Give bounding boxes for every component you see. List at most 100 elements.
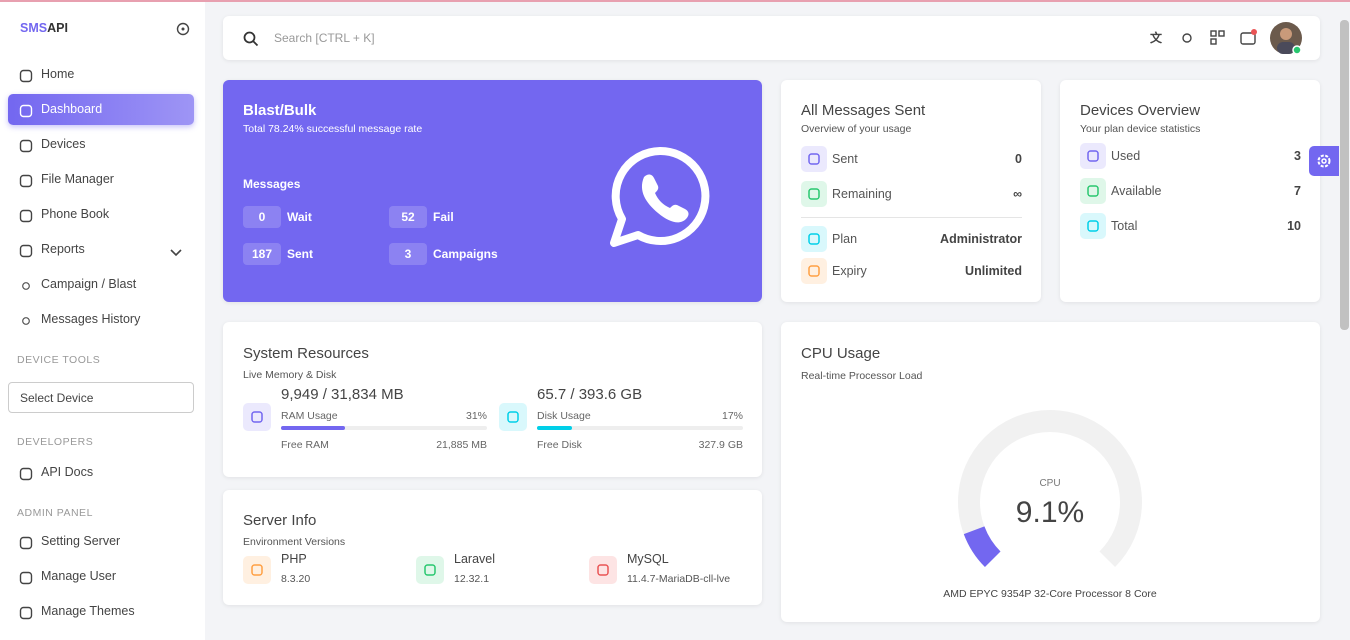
search-icon[interactable] (243, 31, 259, 47)
icon (801, 146, 827, 172)
nav-icon (19, 606, 33, 620)
nav-icon (19, 174, 33, 188)
gauge-label: CPU (1039, 478, 1061, 489)
icon (801, 226, 827, 252)
chevron (170, 249, 182, 257)
blast-card: Blast/Bulk Total 78.24% successful messa… (223, 80, 762, 302)
device-select[interactable]: Select Device (8, 382, 194, 413)
server-name: PHP (281, 552, 307, 566)
nav-icon (19, 104, 33, 118)
stat-label: Wait (287, 210, 312, 224)
icon-glyph (808, 188, 820, 200)
icon-glyph (597, 564, 609, 576)
nav-glyph (19, 69, 33, 83)
card-title: System Resources (243, 345, 369, 362)
usage-percent: 17% (721, 410, 743, 422)
card-subtitle: Real-time Processor Load (801, 370, 923, 382)
server-name: Laravel (454, 552, 495, 566)
divider (801, 217, 1022, 218)
stat-value: 0 (243, 206, 281, 228)
server-version: 11.4.7-MariaDB-cll-lve (627, 573, 731, 585)
stat-value: 187 (243, 243, 281, 265)
icon-glyph (1087, 150, 1099, 162)
collapse-toggle[interactable] (176, 22, 190, 36)
icon-glyph (507, 411, 519, 423)
icon (801, 181, 827, 207)
icon (1080, 143, 1106, 169)
all-messages-card: All Messages Sent Overview of your usage… (781, 80, 1041, 302)
nav-item[interactable]: Manage User (41, 569, 117, 583)
nav-glyph (19, 571, 33, 585)
progress-track (281, 426, 487, 430)
row-value: 3 (1294, 149, 1301, 163)
notifications[interactable] (1239, 28, 1259, 48)
icon (243, 556, 271, 584)
whatsapp-logo (610, 146, 710, 247)
nav-item[interactable]: Messages History (41, 312, 141, 326)
customizer-button[interactable] (1309, 146, 1339, 176)
card-title: Devices Overview (1080, 102, 1201, 119)
search-input[interactable]: Search [CTRL + K] (274, 31, 375, 45)
nav-glyph (19, 467, 33, 481)
brand-prefix: SMS (20, 21, 48, 35)
nav-item[interactable]: Phone Book (41, 207, 110, 221)
gauge-track (958, 410, 1142, 568)
processor-name: AMD EPYC 9354P 32-Core Processor 8 Core (943, 588, 1157, 600)
nav-item[interactable]: Campaign / Blast (41, 277, 137, 291)
stat-value: 52 (389, 206, 427, 228)
icon-glyph (251, 411, 263, 423)
header-icons[interactable]: 文 (1148, 28, 1238, 48)
expand-chevron (170, 245, 182, 263)
nav-icon (19, 536, 33, 550)
card-title: Server Info (243, 512, 317, 529)
row-value: 0 (1015, 152, 1022, 166)
system-resources-card: System Resources Live Memory & Disk 9,94… (223, 322, 762, 477)
icon (589, 556, 617, 584)
devices-overview-card: Devices Overview Your plan device statis… (1060, 80, 1320, 302)
avatar[interactable] (1269, 21, 1303, 55)
nav-item[interactable]: Manage Themes (41, 604, 135, 618)
section-label: DEVICE TOOLS (17, 354, 101, 366)
nav-item[interactable]: Reports (41, 242, 85, 256)
nav-icon (19, 139, 33, 153)
server-version: 12.32.1 (454, 573, 490, 585)
nav-item[interactable]: Home (41, 67, 75, 81)
icon-glyph (808, 233, 820, 245)
free-label: Free RAM (281, 439, 329, 451)
usage-percent: 31% (465, 410, 487, 422)
nav-icon (19, 314, 33, 328)
nav-item[interactable]: Dashboard (41, 102, 103, 116)
nav-glyph (19, 209, 33, 223)
usage-label: RAM Usage (281, 410, 338, 422)
usage-label: Disk Usage (537, 410, 591, 422)
row-label: Used (1111, 149, 1141, 163)
scrollbar[interactable] (1340, 20, 1349, 330)
row-label: Remaining (832, 187, 892, 201)
nav-icon (19, 467, 33, 481)
nav-item[interactable]: Setting Server (41, 534, 121, 548)
nav-icon (19, 209, 33, 223)
usage-amount: 65.7 / 393.6 GB (537, 386, 643, 403)
icon-glyph (808, 153, 820, 165)
row-label: Expiry (832, 264, 867, 278)
nav-icon (19, 571, 33, 585)
nav-icon (19, 244, 33, 258)
nav-item[interactable]: Devices (41, 137, 86, 151)
nav-glyph (19, 104, 33, 118)
card-title: All Messages Sent (801, 102, 926, 119)
row-label: Plan (832, 232, 858, 246)
icon-glyph (424, 564, 436, 576)
nav-icon (19, 279, 33, 293)
nav-item[interactable]: API Docs (41, 465, 94, 479)
messages-label: Messages (243, 177, 301, 191)
top-border (0, 0, 1350, 2)
nav-item[interactable]: File Manager (41, 172, 114, 186)
row-value: 7 (1294, 184, 1301, 198)
brand[interactable]: SMSAPI (20, 21, 68, 35)
free-value: 21,885 MB (436, 439, 487, 451)
icon-glyph (1087, 185, 1099, 197)
icon (801, 258, 827, 284)
icon (1080, 213, 1106, 239)
card-title: Blast/Bulk (243, 102, 317, 119)
cpu-card: CPU Usage Real-time Processor Load CPU 9… (781, 322, 1320, 622)
